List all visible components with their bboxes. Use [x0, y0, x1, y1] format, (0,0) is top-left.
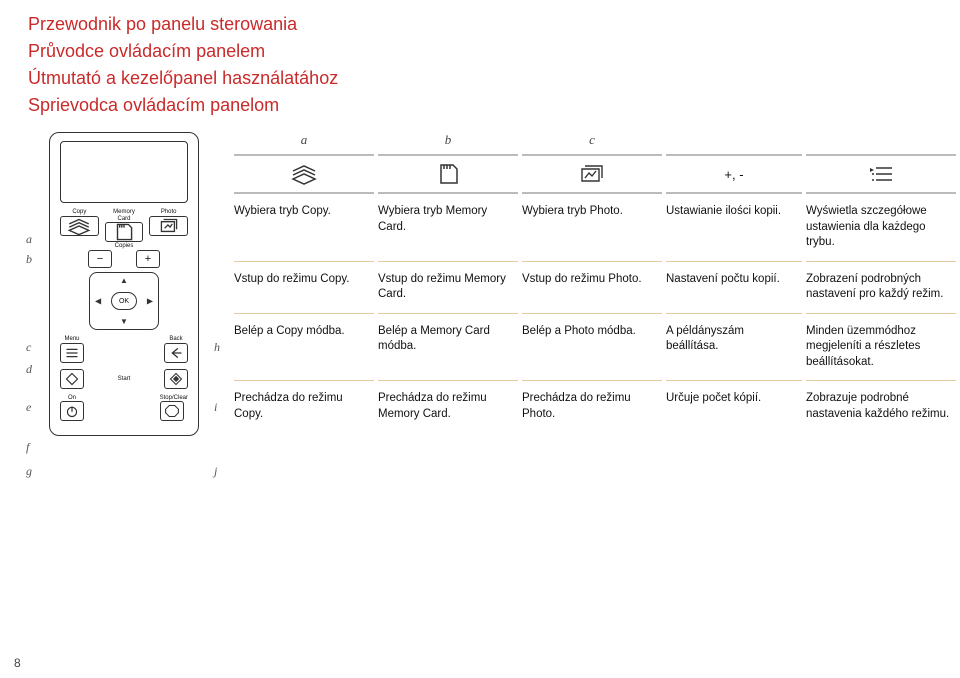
- icon-memory-card: [378, 154, 518, 194]
- memory-card-button: [105, 222, 144, 242]
- panel-screen: [60, 141, 188, 203]
- power-icon: [61, 400, 83, 422]
- arrow-down-icon: ▼: [120, 317, 128, 326]
- menu-back-row: Menu Back: [60, 336, 188, 363]
- photo-stack-icon: [156, 215, 182, 237]
- heading-3: Útmutató a kezelőpanel használatához: [28, 68, 960, 89]
- copy-button: [60, 216, 99, 236]
- col-header-empty-1: [666, 132, 802, 154]
- col-header-c: c: [522, 132, 662, 154]
- cell-r3-c2: Belép a Memory Card módba.: [378, 314, 518, 382]
- photo-button: [149, 216, 188, 236]
- stop-clear-button: [160, 401, 184, 421]
- callout-f: f: [26, 440, 29, 455]
- icon-plus-minus: +, -: [666, 154, 802, 194]
- icon-copy-stack: [234, 154, 374, 194]
- callout-i: i: [214, 400, 217, 415]
- cell-r2-c5: Zobrazení podrobných nastavení pro každý…: [806, 262, 956, 314]
- callout-d: d: [26, 362, 32, 377]
- callout-c: c: [26, 340, 31, 355]
- photo-stack-icon: [577, 162, 607, 186]
- cell-r3-c1: Belép a Copy módba.: [234, 314, 374, 382]
- cell-r4-c3: Prechádza do režimu Photo.: [522, 381, 662, 432]
- memory-card-icon: [435, 162, 461, 186]
- col-header-b: b: [378, 132, 518, 154]
- arrow-left-icon: ◀: [95, 297, 101, 306]
- col-header-empty-2: [806, 132, 956, 154]
- cell-r2-c1: Vstup do režimu Copy.: [234, 262, 374, 314]
- copy-stack-icon: [289, 162, 319, 186]
- arrow-up-icon: ▲: [120, 276, 128, 285]
- page-number: 8: [14, 656, 21, 670]
- cell-r1-c4: Ustawianie ilości kopii.: [666, 194, 802, 262]
- cell-r1-c1: Wybiera tryb Copy.: [234, 194, 374, 262]
- headings-block: Przewodnik po panelu sterowania Průvodce…: [0, 0, 960, 116]
- cell-r3-c4: A példányszám beállítása.: [666, 314, 802, 382]
- label-start: Start: [84, 376, 164, 382]
- heading-4: Sprievodca ovládacím panelom: [28, 95, 960, 116]
- memory-card-icon: [111, 221, 137, 243]
- callout-b: b: [26, 252, 32, 267]
- cell-r1-c5: Wyświetla szczegółowe ustawienia dla każ…: [806, 194, 956, 262]
- cell-r2-c2: Vstup do režimu Memory Card.: [378, 262, 518, 314]
- arrow-right-icon: ▶: [147, 297, 153, 306]
- start-color-button: [164, 369, 188, 389]
- callout-g: g: [26, 464, 32, 479]
- mode-button-row: Copy Memory Card Photo: [60, 209, 188, 242]
- callout-j: j: [214, 464, 217, 479]
- copy-stack-icon: [66, 215, 92, 237]
- cell-r3-c5: Minden üzemmódhoz megjeleníti a részlete…: [806, 314, 956, 382]
- cell-r2-c4: Nastavení počtu kopií.: [666, 262, 802, 314]
- panel-illustration-column: a b c d e f g h i j Copy Memory Card Pho…: [14, 132, 234, 436]
- description-table: a b c +, -: [234, 132, 956, 436]
- power-button: [60, 401, 84, 421]
- plus-minus-text: +, -: [724, 167, 743, 182]
- cell-r1-c3: Wybiera tryb Photo.: [522, 194, 662, 262]
- cell-r4-c1: Prechádza do režimu Copy.: [234, 381, 374, 432]
- callout-e: e: [26, 400, 31, 415]
- diamond-bw-icon: [61, 368, 83, 390]
- icon-menu-lines: [806, 154, 956, 194]
- icon-photo-stack: [522, 154, 662, 194]
- stop-octagon-icon: [161, 400, 183, 422]
- ok-button: OK: [111, 292, 137, 310]
- on-stop-row: On Stop/Clear: [60, 395, 188, 422]
- col-header-a: a: [234, 132, 374, 154]
- cell-r4-c5: Zobrazuje podrobné nastavenia každého re…: [806, 381, 956, 432]
- cell-r4-c4: Určuje počet kópií.: [666, 381, 802, 432]
- minus-button: −: [88, 250, 112, 268]
- callout-h: h: [214, 340, 220, 355]
- diamond-color-icon: [165, 368, 187, 390]
- label-copies: Copies: [60, 243, 188, 250]
- dpad: OK ▲ ▼ ◀ ▶: [89, 272, 159, 330]
- heading-1: Przewodnik po panelu sterowania: [28, 14, 960, 35]
- menu-button: [60, 343, 84, 363]
- start-bw-button: [60, 369, 84, 389]
- back-arrow-icon: [165, 342, 187, 364]
- cell-r3-c3: Belép a Photo módba.: [522, 314, 662, 382]
- start-row: Start: [60, 369, 188, 389]
- back-button: [164, 343, 188, 363]
- menu-lines-icon: [866, 164, 896, 184]
- plus-button: +: [136, 250, 160, 268]
- menu-lines-icon: [61, 342, 83, 364]
- cell-r4-c2: Prechádza do režimu Memory Card.: [378, 381, 518, 432]
- heading-2: Průvodce ovládacím panelem: [28, 41, 960, 62]
- callout-a: a: [26, 232, 32, 247]
- cell-r2-c3: Vstup do režimu Photo.: [522, 262, 662, 314]
- cell-r1-c2: Wybiera tryb Memory Card.: [378, 194, 518, 262]
- control-panel-outline: Copy Memory Card Photo Copies − +: [49, 132, 199, 436]
- copies-row: Copies − +: [60, 250, 188, 268]
